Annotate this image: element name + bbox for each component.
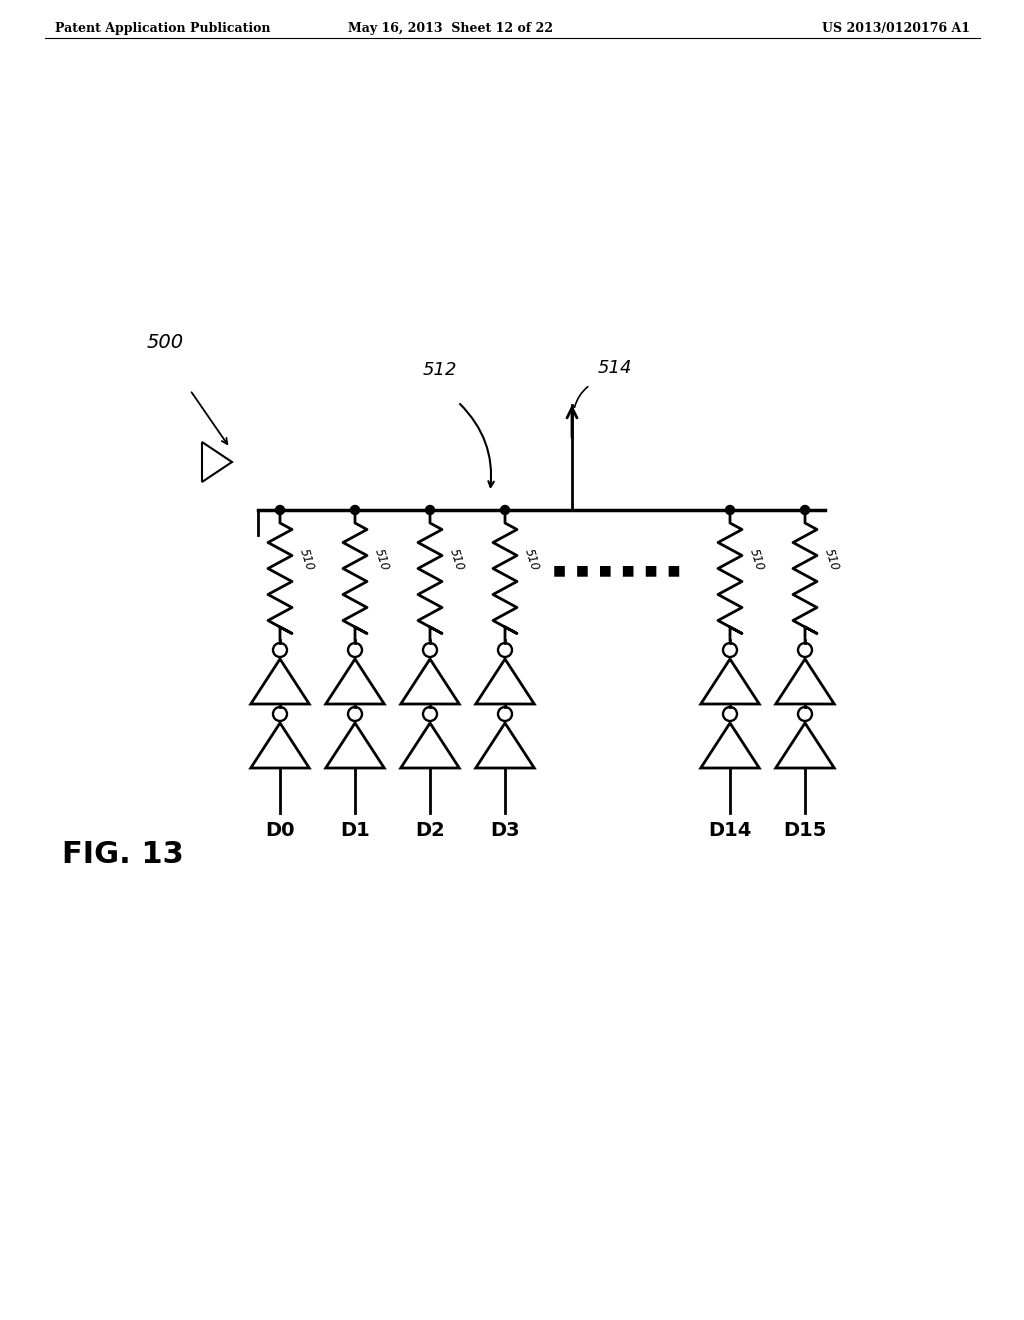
Polygon shape [400, 659, 459, 704]
Text: 510: 510 [372, 548, 391, 573]
Circle shape [501, 506, 510, 515]
Text: D1: D1 [340, 821, 370, 840]
Circle shape [348, 643, 362, 657]
Circle shape [275, 506, 285, 515]
Circle shape [273, 643, 287, 657]
Polygon shape [476, 659, 535, 704]
Text: 510: 510 [746, 548, 766, 573]
Text: D15: D15 [783, 821, 826, 840]
Text: 510: 510 [822, 548, 842, 573]
Circle shape [498, 708, 512, 721]
Text: D14: D14 [709, 821, 752, 840]
Circle shape [423, 643, 437, 657]
Text: Patent Application Publication: Patent Application Publication [55, 22, 270, 36]
Polygon shape [326, 659, 384, 704]
Text: 510: 510 [297, 548, 316, 573]
Text: D3: D3 [490, 821, 520, 840]
Polygon shape [251, 659, 309, 704]
Text: D2: D2 [415, 821, 444, 840]
Circle shape [498, 643, 512, 657]
Circle shape [426, 506, 434, 515]
Circle shape [348, 708, 362, 721]
Circle shape [798, 643, 812, 657]
Circle shape [350, 506, 359, 515]
Text: 510: 510 [522, 548, 542, 573]
Text: ■  ■  ■  ■  ■  ■: ■ ■ ■ ■ ■ ■ [553, 564, 681, 577]
Circle shape [798, 708, 812, 721]
Polygon shape [202, 442, 232, 482]
Text: May 16, 2013  Sheet 12 of 22: May 16, 2013 Sheet 12 of 22 [347, 22, 553, 36]
Polygon shape [251, 723, 309, 768]
Polygon shape [700, 659, 759, 704]
Text: 512: 512 [423, 360, 458, 379]
Text: US 2013/0120176 A1: US 2013/0120176 A1 [822, 22, 970, 36]
Circle shape [273, 708, 287, 721]
Circle shape [723, 643, 737, 657]
Circle shape [725, 506, 734, 515]
Text: 514: 514 [598, 359, 632, 378]
Text: 510: 510 [447, 548, 466, 573]
Polygon shape [400, 723, 459, 768]
Circle shape [723, 708, 737, 721]
Text: 500: 500 [146, 333, 183, 351]
Circle shape [801, 506, 810, 515]
Polygon shape [476, 723, 535, 768]
Circle shape [423, 708, 437, 721]
Text: D0: D0 [265, 821, 295, 840]
Text: FIG. 13: FIG. 13 [62, 840, 183, 869]
Polygon shape [776, 723, 835, 768]
Polygon shape [700, 723, 759, 768]
Polygon shape [776, 659, 835, 704]
Polygon shape [326, 723, 384, 768]
